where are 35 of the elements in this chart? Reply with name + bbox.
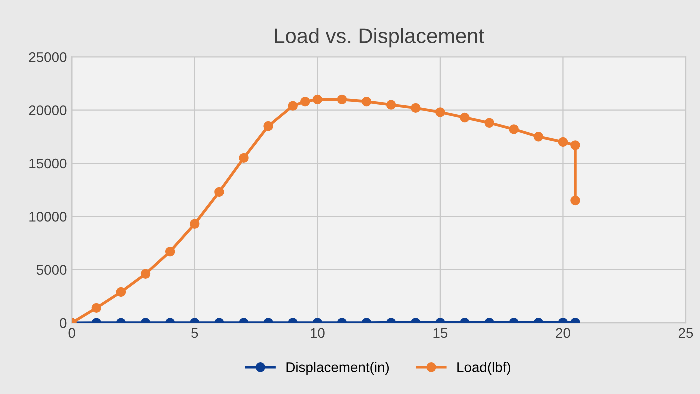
point (570, 196, 580, 206)
x-tick-label: 25 (678, 328, 694, 338)
legend-label: Displacement(in) (286, 362, 389, 376)
x-tick-label: 5 (192, 328, 198, 338)
y-tick-label: 20000 (29, 106, 67, 116)
point (386, 100, 396, 110)
point (300, 96, 310, 107)
y-tick-label: 0 (60, 318, 67, 328)
point (312, 94, 323, 105)
x-tick-label: 15 (434, 328, 448, 338)
x-tick-label: 0 (68, 328, 76, 338)
point (558, 137, 568, 148)
chart-title: Load vs. Displacement (275, 28, 484, 48)
point (534, 132, 544, 142)
y-tick-label: 5000 (36, 265, 67, 276)
legend-label: Load(lbf) (458, 362, 510, 376)
point (337, 94, 348, 105)
point (509, 124, 519, 134)
x-tick-label: 20 (556, 328, 570, 338)
point (264, 121, 274, 132)
point (570, 140, 580, 150)
x-tick-label: 10 (310, 328, 325, 338)
point (362, 96, 372, 107)
point (460, 112, 470, 123)
point (239, 153, 249, 164)
point (214, 187, 224, 198)
point (190, 219, 200, 230)
point (288, 101, 298, 111)
point (411, 103, 421, 114)
y-tick-label: 10000 (30, 212, 67, 222)
y-tick-label: 25000 (29, 52, 67, 62)
point (436, 108, 446, 118)
point (484, 118, 494, 128)
point (165, 246, 176, 257)
y-tick-label: 15000 (30, 158, 67, 169)
